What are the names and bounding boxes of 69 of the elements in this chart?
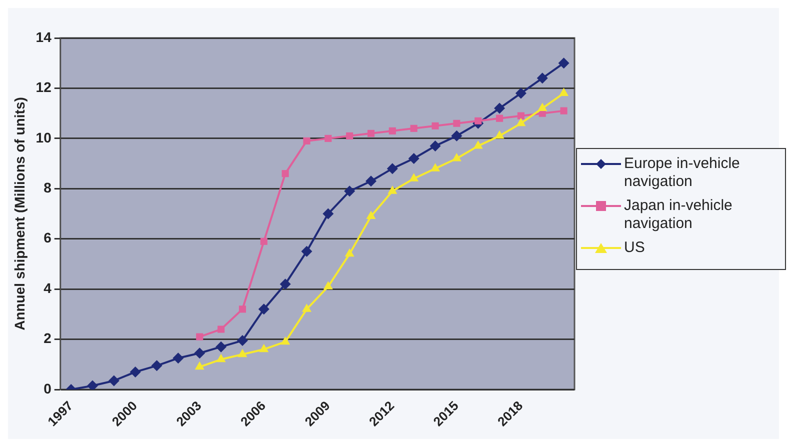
point [130,366,141,378]
point [238,348,248,358]
point [559,88,569,96]
y-tick-label: 14 [36,28,52,45]
point [302,304,312,312]
point [258,304,270,315]
y-tick-label: 2 [44,330,52,346]
point [430,140,441,152]
point [388,186,398,194]
point [386,163,398,174]
point [432,122,439,130]
point [494,102,506,114]
point [517,112,524,120]
point [367,130,375,137]
point [108,375,120,386]
y-tick-label: 12 [36,79,52,96]
point [259,344,269,352]
point [87,380,98,390]
point [516,118,526,126]
point [409,173,419,182]
legend-label: Japan in-vehicle navigation [624,197,734,233]
point [323,281,333,290]
point [280,336,290,345]
point [151,360,162,372]
point [430,163,440,172]
point [496,114,504,122]
y-axis-title: Annuel shipment (Millions of units) [11,97,28,330]
point [515,88,526,99]
point [194,361,204,370]
y-tick-label: 8 [44,180,52,196]
point [216,341,227,352]
point [282,170,289,178]
point [322,208,334,220]
point [324,134,332,142]
point [303,137,310,144]
point [280,278,291,290]
point [473,140,483,149]
point [408,153,420,164]
point [236,335,248,346]
point [451,130,462,142]
point [388,127,396,134]
legend-label: US [624,239,645,257]
point [238,306,246,313]
y-tick-label: 0 [44,380,52,396]
point [365,176,376,187]
point [344,248,354,257]
point [366,210,376,220]
point [538,102,548,112]
point [346,132,354,140]
point [216,354,226,362]
point [194,348,206,359]
y-tick-label: 10 [36,129,52,146]
point [494,130,504,139]
point [344,186,356,197]
point [301,246,312,257]
y-tick-label: 6 [44,230,52,246]
point [536,72,548,84]
point [196,333,204,340]
point [218,326,225,333]
point [474,117,482,124]
point [410,124,418,132]
point [172,352,184,364]
point [453,120,460,127]
point [560,107,568,114]
point [260,238,268,245]
legend-label: Europe in-vehicle navigation [624,155,741,191]
point [558,58,570,69]
point [452,153,462,162]
y-tick-label: 4 [44,280,52,296]
